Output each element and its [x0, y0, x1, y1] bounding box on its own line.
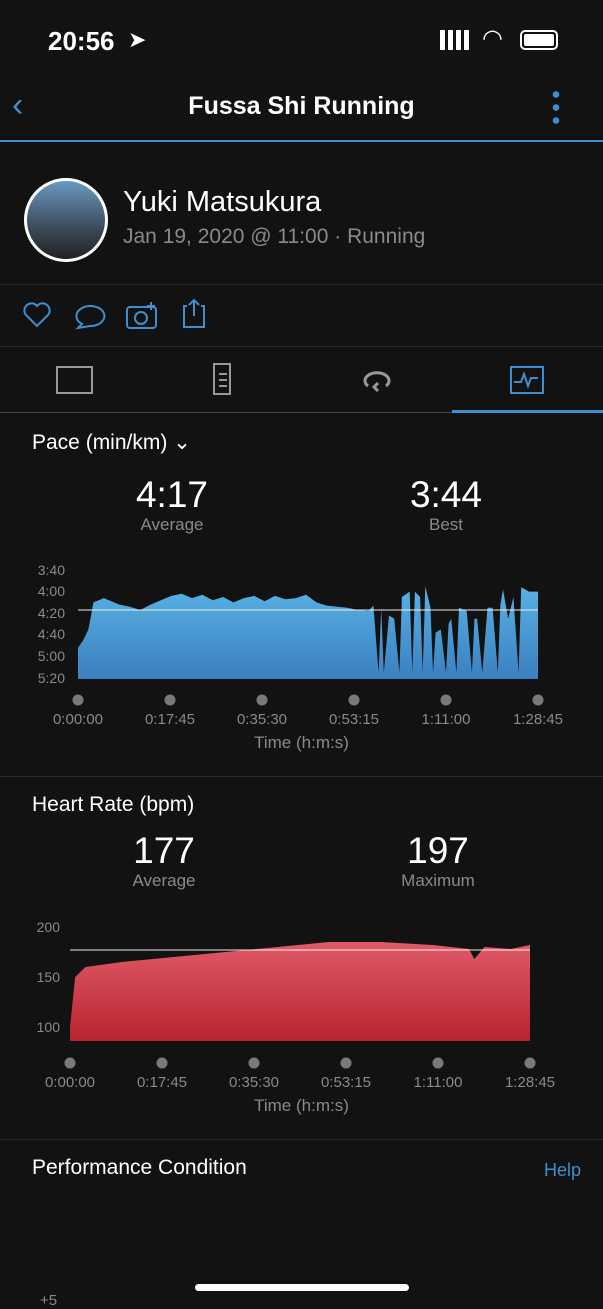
- hr-x-dot: [248, 1057, 260, 1069]
- hr-x-tick: 1:28:45: [505, 1074, 555, 1091]
- pace-x-tick: 0:35:30: [237, 711, 287, 728]
- pace-area: [78, 586, 538, 679]
- pace-y-tick: 5:20: [38, 670, 65, 686]
- laps-icon: [363, 371, 391, 393]
- action-icons: [23, 298, 544, 395]
- pace-average: 4:17: [135, 474, 208, 515]
- pace-title: Pace (min/km): [32, 431, 168, 454]
- heart-icon[interactable]: [23, 302, 51, 328]
- signal-icon: [440, 30, 472, 50]
- active-tab-indicator: [452, 410, 603, 413]
- hr-y-tick: 100: [37, 1019, 61, 1035]
- map-icon: [56, 366, 93, 394]
- user-name[interactable]: Yuki Matsukura: [123, 186, 322, 218]
- hr-max: 197: [407, 830, 469, 871]
- pace-x-tick: 0:00:00: [53, 711, 103, 728]
- pace-y-tick: 3:40: [38, 562, 65, 578]
- home-indicator[interactable]: [195, 1284, 409, 1291]
- hr-average-label: Average: [132, 871, 196, 890]
- pace-x-tick: 1:28:45: [513, 711, 563, 728]
- pace-y-tick: 5:00: [38, 648, 65, 664]
- hr-x-tick: 0:17:45: [137, 1074, 187, 1091]
- pace-best: 3:44: [409, 474, 482, 515]
- status-bar: 20:56 ➤ ◠: [0, 0, 603, 80]
- charts-icon: [510, 366, 544, 394]
- wifi-icon: ◠: [482, 25, 503, 52]
- help-link[interactable]: Help: [544, 1160, 582, 1180]
- pace-x-dot: [256, 694, 268, 706]
- share-icon[interactable]: [183, 298, 205, 328]
- pace-average-label: Average: [140, 515, 204, 534]
- hr-max-label: Maximum: [401, 871, 475, 890]
- pace-x-dot: [348, 694, 360, 706]
- hr-x-tick: 0:00:00: [45, 1074, 95, 1091]
- pace-best-label: Best: [428, 515, 464, 534]
- pace-x-tick: 1:11:00: [422, 711, 471, 728]
- pace-x-tick: 0:53:15: [329, 711, 379, 728]
- pace-x-dot: [440, 694, 452, 706]
- hr-x-label: Time (h:m:s): [254, 1096, 349, 1115]
- clock: 20:56: [48, 26, 115, 56]
- pace-x-label: Time (h:m:s): [254, 733, 349, 752]
- details-icon: [213, 363, 231, 395]
- hr-x-tick: 1:11:00: [414, 1074, 463, 1091]
- chevron-down-icon: ⌄: [173, 431, 191, 454]
- avatar[interactable]: [24, 178, 108, 262]
- pace-x-dot: [164, 694, 176, 706]
- pace-x-dot: [532, 694, 544, 706]
- hr-x-dot: [340, 1057, 352, 1069]
- hr-average: 177: [133, 830, 195, 871]
- page-title: Fussa Shi Running: [188, 92, 415, 120]
- hr-title: Heart Rate (bpm): [32, 793, 195, 816]
- pace-x-tick: 0:17:45: [145, 711, 195, 728]
- hr-x-dot: [432, 1057, 444, 1069]
- location-icon: ➤: [128, 27, 147, 52]
- nav-bar: ‹ Fussa Shi Running: [0, 80, 603, 142]
- pace-y-tick: 4:40: [38, 626, 65, 642]
- hr-x-dot: [524, 1057, 536, 1069]
- divider: [0, 284, 603, 285]
- hr-x-tick: 0:53:15: [321, 1074, 371, 1091]
- activity-subtitle: Jan 19, 2020 @ 11:00 · Running: [123, 225, 426, 248]
- more-icon[interactable]: [552, 88, 560, 128]
- battery-icon: [520, 30, 558, 50]
- hr-x-tick: 0:35:30: [229, 1074, 279, 1091]
- hr-y-tick: 200: [37, 919, 61, 935]
- tab-icons: [56, 363, 391, 395]
- hr-area: [70, 942, 530, 1041]
- hr-x-dot: [156, 1057, 168, 1069]
- hr-x-dot: [64, 1057, 76, 1069]
- back-icon[interactable]: ‹: [12, 86, 24, 124]
- pace-x-dot: [72, 694, 84, 706]
- perf-title: Performance Condition: [32, 1156, 247, 1179]
- comment-icon[interactable]: [75, 305, 106, 330]
- pace-y-tick: 4:00: [38, 583, 65, 599]
- pace-y-tick: 4:20: [38, 605, 65, 621]
- hr-y-tick: 150: [37, 969, 61, 985]
- add-photo-icon[interactable]: [126, 302, 157, 329]
- pace-dropdown[interactable]: Pace (min/km) ⌄: [32, 430, 191, 455]
